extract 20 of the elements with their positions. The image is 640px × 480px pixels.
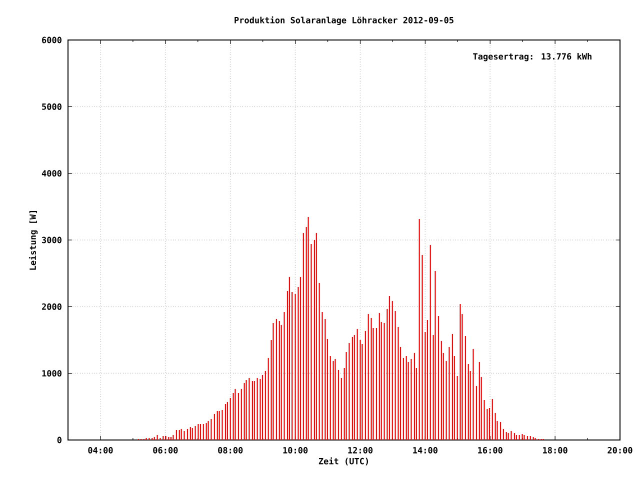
x-tick-label: 14:00 <box>413 447 438 454</box>
y-tick-label: 5000 <box>42 103 62 110</box>
x-tick-label: 16:00 <box>478 447 502 454</box>
annotation: Tagesertrag: 13.776 kWh <box>473 53 592 62</box>
x-tick-label: 10:00 <box>283 447 308 454</box>
x-tick-label: 12:00 <box>348 447 373 454</box>
y-tick-label: 6000 <box>42 36 62 44</box>
y-tick-label: 0 <box>57 436 62 444</box>
y-tick-label: 3000 <box>42 236 62 244</box>
x-tick-label: 06:00 <box>153 447 178 454</box>
x-tick-label: 08:00 <box>218 447 243 454</box>
x-tick-label: 04:00 <box>88 447 113 454</box>
x-tick-label: 18:00 <box>543 447 568 454</box>
y-tick-label: 4000 <box>42 170 62 177</box>
x-axis-title: Zeit (UTC) <box>318 457 368 466</box>
y-axis-title: Leistung [W] <box>28 211 38 270</box>
chart-title: Produktion Solaranlage Löhracker 2012-09-05 <box>234 16 454 25</box>
x-tick-label: 20:00 <box>608 447 632 454</box>
y-tick-label: 1000 <box>42 370 62 377</box>
y-tick-label: 2000 <box>42 303 62 310</box>
